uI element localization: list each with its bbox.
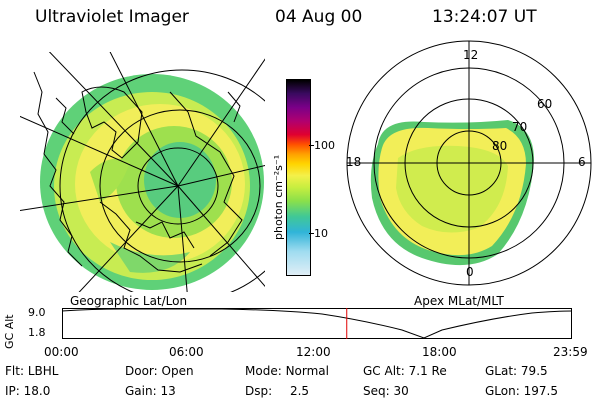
instrument-title: Ultraviolet Imager xyxy=(35,7,189,27)
info-dsp: Dsp: 2.5 xyxy=(245,384,310,398)
time-tick-1800: 18:00 xyxy=(422,345,457,359)
mlt-label-0: 0 xyxy=(466,265,474,279)
info-gc-alt: GC Alt: 7.1 Re xyxy=(363,364,447,378)
info-ip: IP: 18.0 xyxy=(5,384,51,398)
colorbar-unit-label: photon cm⁻²s⁻¹ xyxy=(272,154,285,240)
mlat-label-70: 70 xyxy=(512,120,528,134)
mlat-label-60: 60 xyxy=(537,97,553,111)
info-glon: GLon: 197.5 xyxy=(485,384,558,398)
info-seq: Seq: 30 xyxy=(363,384,409,398)
colorbar-tick-100 xyxy=(309,145,314,146)
info-flt: Flt: LBHL xyxy=(5,364,59,378)
mlt-label-12: 12 xyxy=(463,48,479,62)
altitude-tick-9: 9.0 xyxy=(28,306,46,319)
coastline-outlines xyxy=(33,71,243,273)
geographic-auroral-image xyxy=(20,52,265,292)
time-tick-2359: 23:59 xyxy=(553,345,588,359)
apex-caption: Apex MLat/MLT xyxy=(414,294,504,308)
info-mode: Mode: Normal xyxy=(245,364,329,378)
mlt-grid xyxy=(346,40,592,286)
altitude-tick-1-8: 1.8 xyxy=(28,326,46,339)
aurora-dim-center xyxy=(144,142,216,218)
geographic-caption: Geographic Lat/Lon xyxy=(70,294,188,308)
colorbar-label-10: 10 xyxy=(314,227,328,240)
colorbar xyxy=(286,79,311,276)
info-gain: Gain: 13 xyxy=(125,384,176,398)
info-door: Door: Open xyxy=(125,364,194,378)
mlat-label-80: 80 xyxy=(492,139,508,153)
altitude-axis-label: GC Alt xyxy=(3,314,16,349)
info-glat: GLat: 79.5 xyxy=(485,364,548,378)
time-tick-0600: 06:00 xyxy=(169,345,204,359)
mlt-label-18: 18 xyxy=(346,155,362,169)
time-label: 13:24:07 UT xyxy=(432,7,537,27)
magnetic-polar-plot xyxy=(346,40,592,286)
colorbar-label-100: 100 xyxy=(314,139,335,152)
date-label: 04 Aug 00 xyxy=(275,7,363,27)
mlt-label-6: 6 xyxy=(578,155,586,169)
altitude-plot-frame xyxy=(62,308,572,339)
aurora-oval-inner xyxy=(396,145,508,233)
time-tick-1200: 12:00 xyxy=(296,345,331,359)
altitude-curve xyxy=(61,308,573,339)
aurora-dim-patch-low xyxy=(110,242,190,273)
time-tick-0000: 00:00 xyxy=(44,345,79,359)
lat-lon-grid xyxy=(20,52,265,292)
altitude-plot xyxy=(61,308,573,339)
colorbar-tick-10 xyxy=(309,233,314,234)
